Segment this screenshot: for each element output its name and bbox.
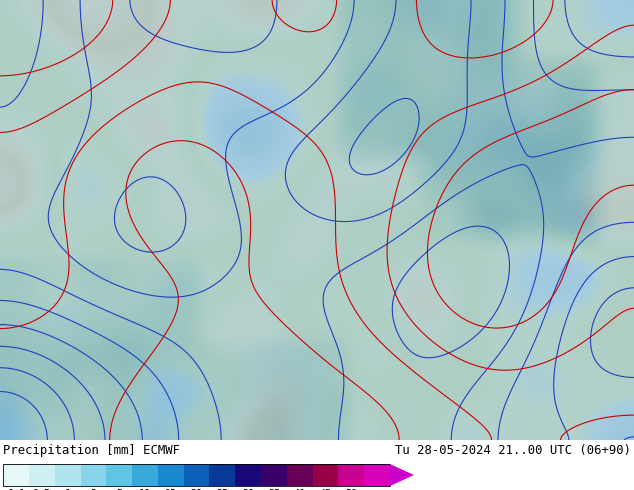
Bar (55, 464, 81, 486)
Text: 5: 5 (116, 489, 122, 490)
Bar (3, 464, 390, 486)
Text: 15: 15 (165, 489, 177, 490)
Bar (313, 464, 339, 486)
Bar (364, 464, 390, 486)
Text: 10: 10 (139, 489, 151, 490)
Bar (3, 464, 29, 486)
Bar (132, 464, 158, 486)
Text: 1: 1 (65, 489, 70, 490)
Text: 25: 25 (216, 489, 228, 490)
Bar (107, 464, 132, 486)
Text: 2: 2 (91, 489, 96, 490)
Bar (339, 464, 364, 486)
Text: Precipitation [mm] ECMWF: Precipitation [mm] ECMWF (3, 444, 180, 457)
Bar (29, 464, 55, 486)
Bar (287, 464, 313, 486)
Text: 20: 20 (191, 489, 202, 490)
Text: 30: 30 (242, 489, 254, 490)
Bar (184, 464, 209, 486)
Polygon shape (390, 464, 414, 486)
Bar (261, 464, 287, 486)
Text: 50: 50 (346, 489, 357, 490)
Bar (81, 464, 107, 486)
Bar (158, 464, 184, 486)
Text: 35: 35 (268, 489, 280, 490)
Text: 45: 45 (320, 489, 332, 490)
Text: 0.1: 0.1 (7, 489, 25, 490)
Bar (209, 464, 235, 486)
Text: 0.5: 0.5 (33, 489, 51, 490)
Text: 40: 40 (294, 489, 306, 490)
Bar (235, 464, 261, 486)
Text: Tu 28-05-2024 21..00 UTC (06+90): Tu 28-05-2024 21..00 UTC (06+90) (395, 444, 631, 457)
